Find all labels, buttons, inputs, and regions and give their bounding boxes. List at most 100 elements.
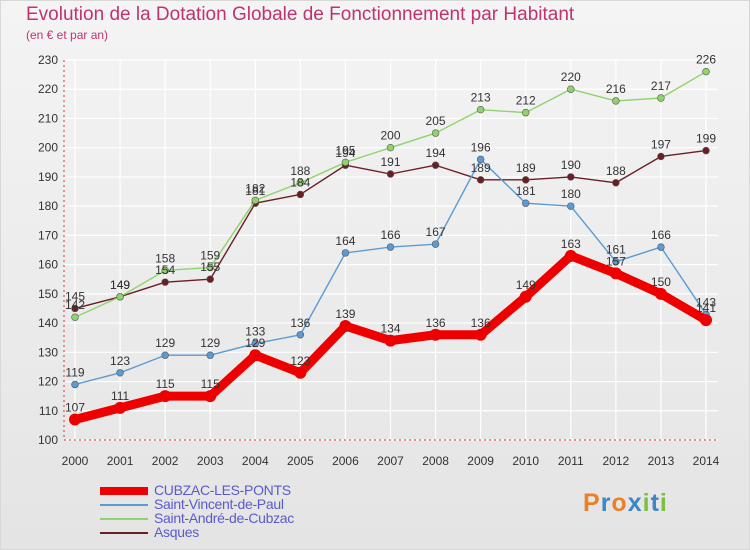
data-label-cubzac: 163 bbox=[561, 237, 581, 251]
data-point-saint-vincent bbox=[341, 249, 350, 257]
data-point-cubzac bbox=[384, 334, 397, 347]
data-point-saint-andre bbox=[341, 158, 350, 167]
x-tick-label: 2008 bbox=[422, 454, 449, 468]
data-label-asques: 181 bbox=[245, 184, 265, 198]
data-point-saint-andre bbox=[476, 105, 485, 114]
data-point-cubzac bbox=[519, 290, 532, 303]
x-tick-label: 2013 bbox=[648, 454, 675, 468]
data-point-saint-andre bbox=[71, 313, 79, 321]
data-point-saint-vincent bbox=[71, 380, 79, 389]
logo-letter: P bbox=[583, 489, 601, 517]
data-label-saint-andre: 149 bbox=[110, 278, 130, 292]
y-tick-label: 180 bbox=[38, 199, 58, 213]
data-label-asques: 191 bbox=[380, 155, 400, 169]
data-label-cubzac: 134 bbox=[380, 322, 400, 336]
data-label-cubzac: 139 bbox=[335, 307, 355, 321]
data-point-cubzac bbox=[564, 249, 577, 262]
data-label-cubzac: 150 bbox=[651, 275, 671, 289]
data-label-saint-andre: 226 bbox=[696, 53, 716, 67]
data-label-cubzac: 157 bbox=[606, 254, 626, 268]
data-label-saint-andre: 159 bbox=[200, 249, 220, 263]
logo-letter: r bbox=[600, 489, 612, 517]
data-label-asques: 154 bbox=[155, 263, 175, 277]
data-label-cubzac: 115 bbox=[201, 377, 220, 391]
legend-label-saint-andre: Saint-André-de-Cubzac bbox=[154, 510, 294, 526]
y-tick-label: 230 bbox=[38, 53, 58, 67]
data-label-saint-andre: 213 bbox=[471, 91, 491, 105]
series-saint-vincent bbox=[71, 155, 710, 389]
data-point-saint-andre bbox=[116, 293, 124, 301]
data-label-asques: 189 bbox=[471, 161, 491, 175]
x-tick-label: 2011 bbox=[558, 454, 584, 468]
chart-title: Evolution de la Dotation Globale de Fonc… bbox=[26, 4, 575, 25]
data-label-saint-vincent: 143 bbox=[696, 295, 716, 309]
data-label-asques: 197 bbox=[651, 137, 671, 151]
data-label-saint-vincent: 167 bbox=[426, 225, 446, 239]
data-label-saint-andre: 212 bbox=[516, 94, 536, 108]
y-tick-label: 170 bbox=[38, 228, 58, 242]
data-point-saint-andre bbox=[522, 108, 530, 117]
x-tick-label: 2005 bbox=[287, 454, 314, 468]
y-tick-label: 120 bbox=[38, 375, 58, 389]
legend-label-cubzac: CUBZAC-LES-PONTS bbox=[154, 482, 291, 498]
x-tick-label: 2006 bbox=[332, 454, 359, 468]
data-point-saint-vincent bbox=[161, 351, 169, 359]
data-label-saint-vincent: 161 bbox=[606, 243, 626, 257]
data-point-cubzac bbox=[474, 328, 487, 341]
data-point-asques bbox=[206, 275, 214, 283]
data-label-saint-vincent: 119 bbox=[65, 365, 84, 379]
data-label-saint-vincent: 129 bbox=[155, 336, 175, 350]
data-label-saint-vincent: 129 bbox=[200, 336, 220, 350]
data-point-saint-vincent bbox=[296, 331, 305, 339]
x-tick-label: 2012 bbox=[603, 454, 630, 468]
logo-letter: i bbox=[659, 489, 668, 517]
data-point-cubzac bbox=[609, 267, 622, 280]
data-label-saint-vincent: 164 bbox=[335, 234, 355, 248]
y-tick-label: 190 bbox=[38, 170, 58, 184]
data-point-asques bbox=[522, 176, 530, 184]
data-label-saint-andre: 216 bbox=[606, 82, 626, 96]
data-point-asques bbox=[386, 170, 395, 178]
data-point-cubzac bbox=[204, 390, 217, 403]
data-label-asques: 189 bbox=[516, 161, 536, 175]
data-label-saint-vincent: 181 bbox=[516, 184, 536, 198]
data-label-saint-andre: 195 bbox=[335, 143, 355, 157]
x-tick-label: 2004 bbox=[242, 454, 269, 468]
y-tick-label: 220 bbox=[38, 82, 58, 96]
data-point-asques bbox=[161, 278, 169, 286]
data-point-asques bbox=[296, 190, 305, 199]
data-label-cubzac: 129 bbox=[245, 336, 265, 350]
data-label-asques: 155 bbox=[200, 260, 220, 274]
data-label-asques: 194 bbox=[426, 146, 446, 160]
data-point-cubzac bbox=[249, 349, 262, 362]
data-label-saint-andre: 142 bbox=[65, 298, 85, 312]
data-label-cubzac: 149 bbox=[516, 278, 536, 292]
data-label-cubzac: 115 bbox=[156, 377, 175, 391]
data-label-saint-andre: 200 bbox=[380, 129, 400, 143]
logo-letter: o bbox=[611, 489, 628, 517]
data-point-cubzac bbox=[654, 287, 667, 300]
data-label-asques: 149 bbox=[110, 278, 130, 292]
data-point-saint-andre bbox=[386, 143, 395, 152]
x-tick-label: 2000 bbox=[62, 454, 89, 468]
data-point-saint-andre bbox=[431, 129, 440, 137]
data-point-saint-vincent bbox=[386, 243, 395, 251]
y-tick-label: 210 bbox=[38, 111, 58, 125]
data-point-cubzac bbox=[429, 328, 442, 341]
data-point-asques bbox=[702, 146, 710, 155]
data-point-saint-vincent bbox=[567, 202, 575, 210]
x-tick-label: 2002 bbox=[152, 454, 179, 468]
data-point-asques bbox=[567, 173, 575, 181]
data-label-saint-vincent: 123 bbox=[110, 354, 130, 368]
data-label-saint-andre: 158 bbox=[155, 251, 175, 265]
data-label-asques: 194 bbox=[335, 146, 355, 160]
x-tick-label: 2009 bbox=[467, 454, 494, 468]
y-tick-label: 130 bbox=[38, 345, 58, 359]
logo-letter: i bbox=[642, 489, 651, 517]
legend-label-saint-vincent: Saint-Vincent-de-Paul bbox=[154, 496, 284, 512]
data-label-saint-vincent: 166 bbox=[651, 228, 671, 242]
data-point-asques bbox=[71, 304, 79, 313]
y-tick-label: 110 bbox=[39, 404, 58, 418]
data-point-saint-andre bbox=[206, 263, 214, 272]
